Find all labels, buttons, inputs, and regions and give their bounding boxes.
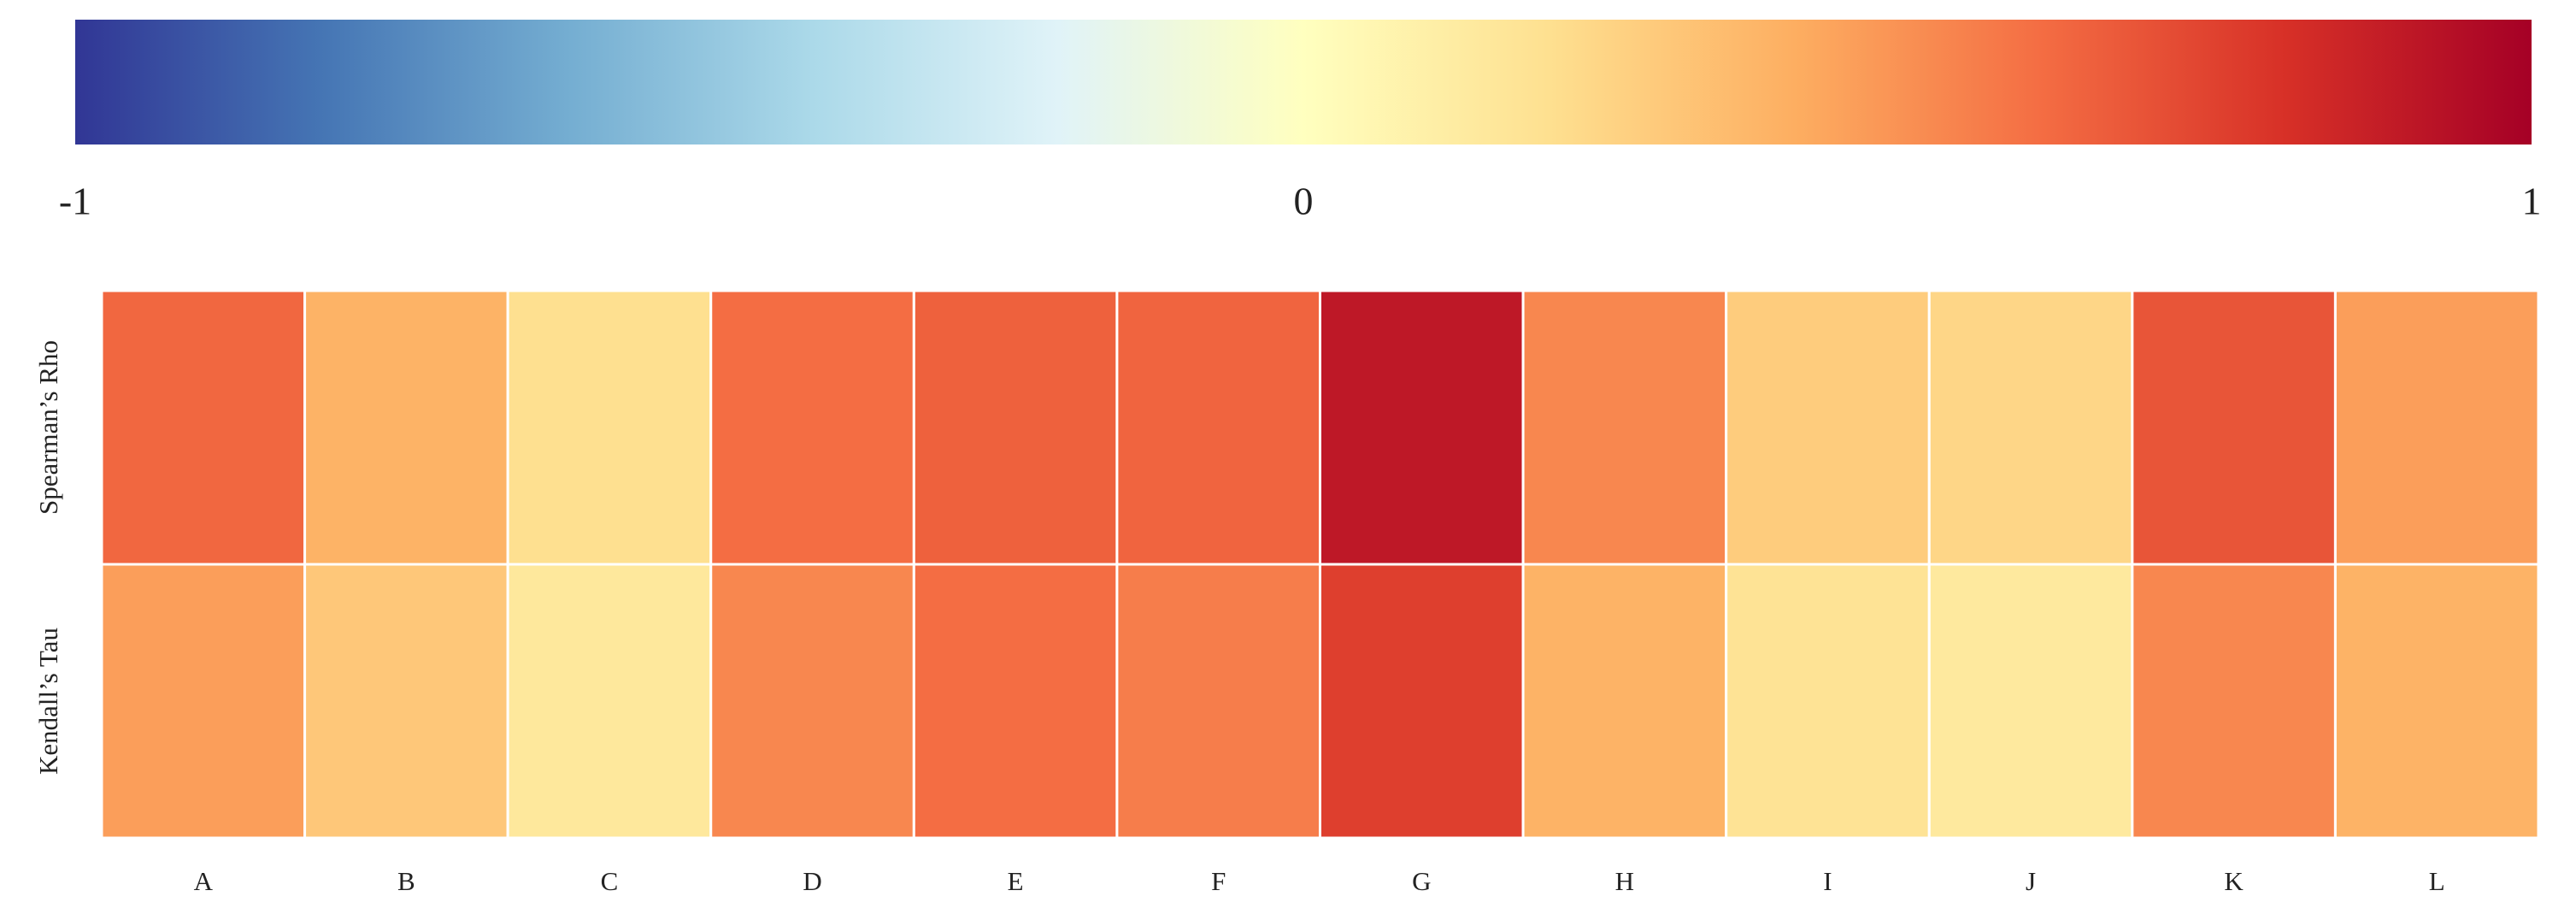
- heatmap-cell: [709, 289, 915, 566]
- heatmap-cell: [1927, 563, 2134, 840]
- colorbar-tick-label: 0: [1294, 180, 1314, 223]
- heatmap-cell: [912, 289, 1119, 566]
- heatmap-cell: [2333, 563, 2540, 840]
- heatmap-cell: [506, 289, 713, 566]
- column-label: G: [1412, 866, 1431, 896]
- colorbar: [75, 20, 2532, 144]
- row-label: Kendall’s Tau: [33, 628, 63, 775]
- heatmap-cell: [1115, 289, 1321, 566]
- column-label: A: [194, 866, 214, 896]
- colorbar-tick-label: -1: [59, 180, 91, 223]
- heatmap-cell: [1521, 563, 1728, 840]
- heatmap-cell: [303, 289, 509, 566]
- heatmap-cell: [2131, 289, 2337, 566]
- heatmap-cell: [100, 563, 307, 840]
- heatmap-cell: [1725, 289, 1931, 566]
- heatmap-cell: [506, 563, 713, 840]
- heatmap-cell: [1927, 289, 2134, 566]
- column-label: I: [1823, 866, 1832, 896]
- heatmap-cell: [2131, 563, 2337, 840]
- heatmap-cell: [1115, 563, 1321, 840]
- heatmap-cell: [1319, 563, 1525, 840]
- colorbar-tick-label: 1: [2522, 180, 2542, 223]
- heatmap-cell: [912, 563, 1119, 840]
- column-label: D: [803, 866, 821, 896]
- heatmap-cell: [100, 289, 307, 566]
- heatmap-cell: [2333, 289, 2540, 566]
- column-label: B: [397, 866, 415, 896]
- column-label: C: [601, 866, 619, 896]
- column-label: L: [2429, 866, 2445, 896]
- heatmap-cell: [303, 563, 509, 840]
- column-label: E: [1008, 866, 1024, 896]
- row-label: Spearman’s Rho: [33, 340, 63, 515]
- column-label: K: [2224, 866, 2244, 896]
- column-label: F: [1211, 866, 1226, 896]
- column-label: J: [2026, 866, 2036, 896]
- heatmap-cell: [1521, 289, 1728, 566]
- heatmap-cell: [709, 563, 915, 840]
- heatmap-cell: [1725, 563, 1931, 840]
- heatmap-cell: [1319, 289, 1525, 566]
- column-label: H: [1615, 866, 1634, 896]
